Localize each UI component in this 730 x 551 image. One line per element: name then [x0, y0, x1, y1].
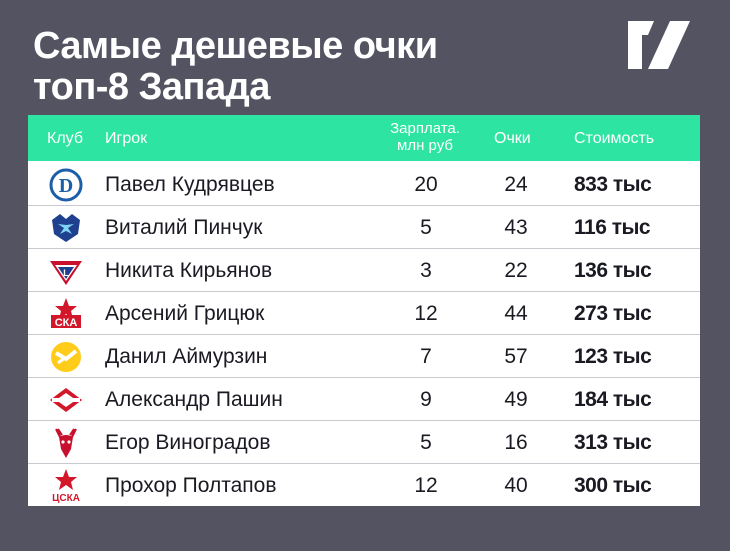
- player-name: Арсений Грицюк: [105, 302, 265, 325]
- player-name: Прохор Полтапов: [105, 474, 277, 497]
- cost-value: 313 тыс: [574, 431, 652, 454]
- header-player: Игрок: [105, 130, 148, 147]
- header-cost: Стоимость: [574, 130, 655, 147]
- points-value: 43: [504, 216, 528, 239]
- dynamo-moscow-logo-icon: D: [48, 167, 84, 203]
- row-divider: [28, 420, 700, 421]
- table-row: Александр Пашин 9 49 184 тыс: [28, 378, 700, 421]
- spartak-logo-icon: [48, 382, 84, 418]
- cska-logo-icon: ЦСКА: [48, 468, 84, 504]
- salary-value: 20: [414, 173, 438, 196]
- salary-value: 5: [420, 431, 432, 454]
- stats-table: Клуб Игрок Зарплата. млн руб Очки Стоимо…: [28, 115, 700, 506]
- table-row: ЦСКА Прохор Полтапов 12 40 300 тыс: [28, 464, 700, 507]
- salary-value: 12: [414, 474, 438, 497]
- row-divider: [28, 205, 700, 206]
- header-salary-line-1: Зарплата.: [390, 120, 460, 137]
- salary-value: 12: [414, 302, 438, 325]
- table-row: Виталий Пинчук 5 43 116 тыс: [28, 206, 700, 249]
- points-value: 49: [504, 388, 528, 411]
- points-value: 24: [504, 173, 528, 196]
- salary-value: 9: [420, 388, 432, 411]
- points-value: 22: [504, 259, 528, 282]
- points-value: 40: [504, 474, 528, 497]
- table-row: L Никита Кирьянов 3 22 136 тыс: [28, 249, 700, 292]
- cost-value: 273 тыс: [574, 302, 652, 325]
- ska-logo-icon: СКА: [48, 296, 84, 332]
- points-value: 16: [504, 431, 528, 454]
- lokomotiv-logo-icon: L: [48, 253, 84, 289]
- row-divider: [28, 248, 700, 249]
- svg-text:L: L: [63, 268, 69, 278]
- player-name: Егор Виноградов: [105, 431, 271, 454]
- row-divider: [28, 463, 700, 464]
- svg-text:ЦСКА: ЦСКА: [52, 493, 80, 504]
- header-salary-line-2: млн руб: [397, 137, 453, 154]
- table-row: Данил Аймурзин 7 57 123 тыс: [28, 335, 700, 378]
- header-points: Очки: [494, 130, 531, 147]
- cost-value: 184 тыс: [574, 388, 652, 411]
- row-divider: [28, 334, 700, 335]
- cost-value: 300 тыс: [574, 474, 652, 497]
- player-name: Павел Кудрявцев: [105, 173, 275, 196]
- table-row: D Павел Кудрявцев 20 24 833 тыс: [28, 163, 700, 206]
- header-salary: Зарплата. млн руб: [370, 120, 480, 154]
- table-header: Клуб Игрок Зарплата. млн руб Очки Стоимо…: [28, 115, 700, 161]
- points-value: 57: [504, 345, 528, 368]
- cost-value: 136 тыс: [574, 259, 652, 282]
- row-divider: [28, 377, 700, 378]
- salary-value: 7: [420, 345, 432, 368]
- points-value: 44: [504, 302, 528, 325]
- brand-logo-icon: [628, 21, 690, 69]
- cost-value: 116 тыс: [574, 216, 651, 239]
- cost-value: 833 тыс: [574, 173, 652, 196]
- torpedo-logo-icon: [48, 425, 84, 461]
- svg-text:СКА: СКА: [55, 317, 78, 329]
- title-line-2: топ-8 Запада: [33, 66, 270, 108]
- player-name: Александр Пашин: [105, 388, 283, 411]
- title-line-1: Самые дешевые очки: [33, 25, 438, 67]
- cost-value: 123 тыс: [574, 345, 652, 368]
- table-row: СКА Арсений Грицюк 12 44 273 тыс: [28, 292, 700, 335]
- player-name: Никита Кирьянов: [105, 259, 273, 282]
- svg-text:D: D: [59, 175, 73, 197]
- table-row: Егор Виноградов 5 16 313 тыс: [28, 421, 700, 464]
- header-club: Клуб: [47, 130, 83, 147]
- dynamo-minsk-logo-icon: [48, 210, 84, 246]
- player-name: Виталий Пинчук: [105, 216, 263, 239]
- player-name: Данил Аймурзин: [105, 345, 268, 368]
- page-title: Самые дешевые очки топ-8 Запада: [33, 26, 438, 108]
- severstal-logo-icon: [48, 339, 84, 375]
- salary-value: 3: [420, 259, 432, 282]
- salary-value: 5: [420, 216, 432, 239]
- row-divider: [28, 291, 700, 292]
